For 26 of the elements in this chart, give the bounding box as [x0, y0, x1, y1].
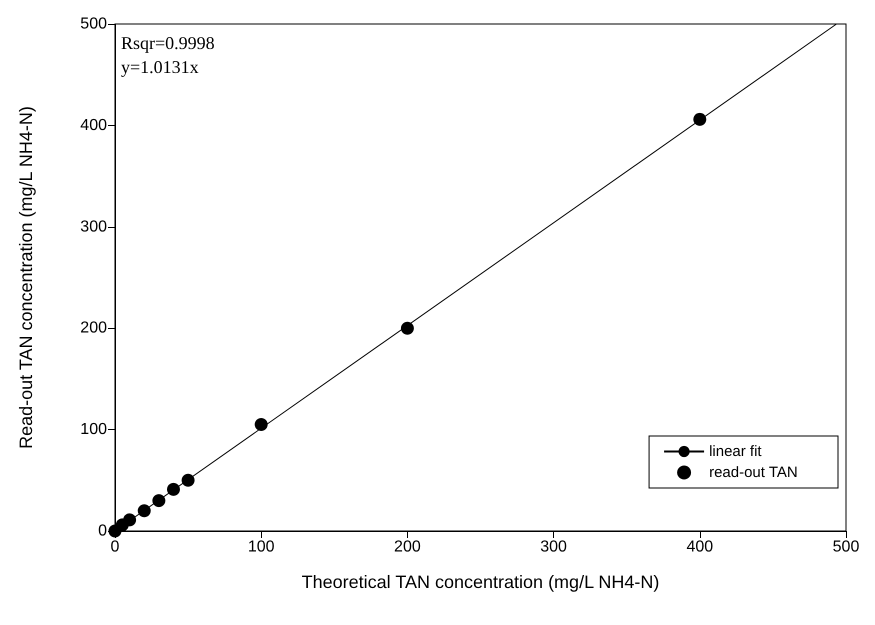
- point: [254, 418, 268, 432]
- y-tick-label: 0: [98, 522, 108, 540]
- y-tick-label: 500: [80, 16, 108, 32]
- y-tick-label: 100: [80, 421, 108, 438]
- point: [166, 482, 180, 496]
- point: [693, 112, 706, 126]
- point: [152, 494, 166, 508]
- x-tick-label: 200: [394, 538, 421, 556]
- point: [138, 504, 151, 518]
- legend-label: read-out TAN: [709, 464, 798, 481]
- point: [123, 513, 136, 526]
- annotation: Rsqr=0.9998: [121, 33, 215, 53]
- x-tick-label: 300: [540, 538, 568, 556]
- x-tick-label: 100: [248, 538, 275, 556]
- x-axis-title: Theoretical TAN concentration (mg/L NH4-N): [302, 572, 660, 592]
- y-axis-title: Read-out TAN concentration (mg/L NH4-N): [16, 106, 36, 449]
- annotation: y=1.0131x: [121, 57, 199, 77]
- point: [182, 474, 195, 487]
- x-tick-label: 400: [686, 538, 714, 556]
- y-tick-label: 400: [80, 116, 108, 134]
- y-tick-label: 200: [80, 320, 108, 337]
- x-tick-label: 500: [832, 538, 860, 556]
- point: [400, 322, 414, 335]
- y-tick-label: 300: [80, 218, 108, 236]
- x-tick-label: 0: [110, 538, 120, 556]
- legend-label: linear fit: [709, 443, 762, 460]
